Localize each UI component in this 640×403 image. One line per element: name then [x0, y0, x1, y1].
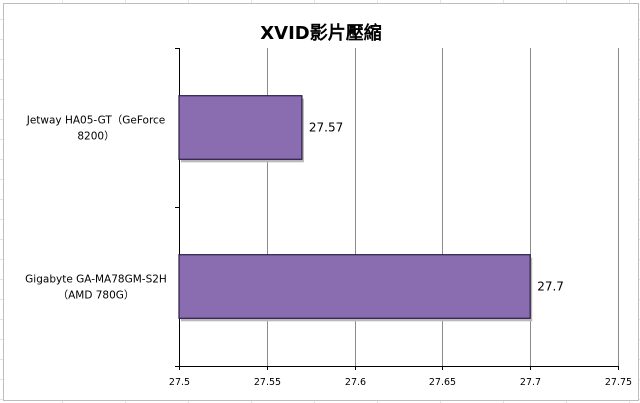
chart-title: XVID影片壓縮 — [260, 22, 381, 44]
category-label: Jetway HA05-GT（GeForce — [26, 115, 166, 127]
x-tick-label: 27.6 — [345, 377, 366, 388]
x-tick-label: 27.75 — [605, 377, 632, 388]
bar-chart: XVID影片壓縮 27.5 27.55 27.6 27.65 27.7 27.75 27.5… — [25, 22, 632, 388]
x-tick-label: 27.5 — [169, 377, 190, 388]
bar — [178, 95, 303, 160]
bar — [178, 254, 531, 319]
category-label: 8200） — [77, 131, 114, 143]
category-label: Gigabyte GA-MA78GM-S2H — [25, 274, 167, 286]
chart-area[interactable]: XVID影片壓縮 27.5 27.55 27.6 27.65 27.7 27.75 27.5… — [3, 3, 639, 401]
category-label: （AMD 780G） — [58, 290, 135, 302]
data-label: 27.7 — [537, 280, 564, 294]
x-tick-label: 27.55 — [254, 377, 281, 388]
x-tick-label: 27.7 — [520, 377, 541, 388]
x-tick-label: 27.65 — [429, 377, 456, 388]
data-label: 27.57 — [309, 121, 343, 135]
